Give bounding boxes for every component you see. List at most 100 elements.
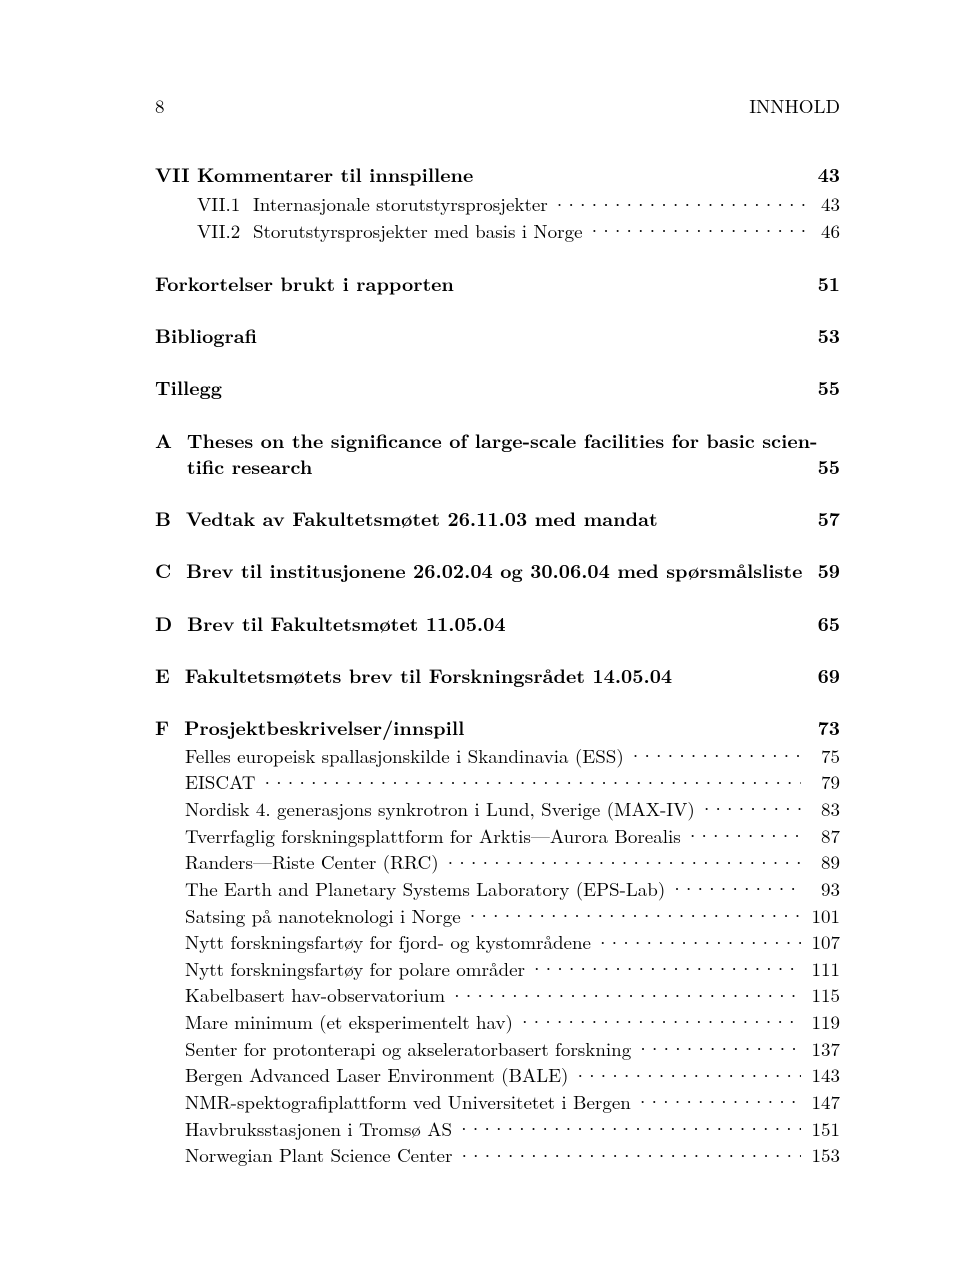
toc-entry-a: A Theses on the significance of large-sc… — [155, 427, 840, 480]
toc-label: VII Kommentarer til innspillene — [155, 161, 473, 187]
toc-subentry: EISCAT 79 — [185, 769, 840, 795]
toc-subentry-title: Senter for protonterapi og akseleratorba… — [185, 1036, 638, 1062]
toc-leader — [522, 1010, 801, 1029]
toc-entry-b: B Vedtak av Fakultetsmøtet 26.11.03 med … — [155, 505, 840, 531]
toc-subentry-title: Norwegian Plant Science Center — [185, 1142, 459, 1168]
toc-entry-forkortelser: Forkortelser brukt i rapporten 51 — [155, 270, 840, 296]
toc-subentry: The Earth and Planetary Systems Laborato… — [185, 876, 840, 902]
toc-title: Tillegg — [155, 374, 818, 400]
toc-page: 59 — [818, 557, 840, 583]
toc-subentry-title: Kabelbasert hav-observatorium — [185, 982, 451, 1008]
toc-leader — [674, 877, 801, 896]
toc-leader — [690, 824, 801, 843]
toc-page: 69 — [818, 662, 840, 688]
toc-subentry-title: Nytt forskningsfartøy for polare områder — [185, 956, 531, 982]
toc-page: 55 — [818, 453, 840, 479]
toc-title-line1: Theses on the significance of large-scal… — [187, 427, 840, 453]
toc-leader — [600, 930, 801, 949]
toc-title: Forkortelser brukt i rapporten — [155, 270, 818, 296]
toc-leader — [633, 744, 801, 763]
toc-page: 137 — [804, 1036, 840, 1062]
toc-leader — [640, 1090, 801, 1109]
toc-subentry-title: Tverrfaglig forskningsplattform for Arkt… — [185, 823, 687, 849]
toc-page: 43 — [812, 191, 840, 217]
toc-subentry: Felles europeisk spallasjonskilde i Skan… — [185, 743, 840, 769]
toc-subentry: Nytt forskningsfartøy for fjord- og kyst… — [185, 929, 840, 955]
toc-subentry-title: Bergen Advanced Laser Environment (BALE) — [185, 1062, 575, 1088]
toc-leader — [640, 1037, 801, 1056]
toc-entry-vii-1: VII.1 Internasjonale storutstyrsprosjekt… — [155, 191, 840, 217]
toc-page: 111 — [804, 956, 840, 982]
toc-subentry: Nytt forskningsfartøy for polare områder… — [185, 956, 840, 982]
toc-leader — [592, 219, 809, 238]
page-number-left: 8 — [155, 92, 165, 119]
toc-page: 153 — [804, 1142, 840, 1168]
toc-leader — [448, 850, 801, 869]
toc-entry-c: C Brev til institusjonene 26.02.04 og 30… — [155, 557, 840, 583]
toc-subentry: NMR-spektografiplattform ved Universitet… — [185, 1089, 840, 1115]
toc-subentry: Norwegian Plant Science Center 153 — [185, 1142, 840, 1168]
toc-subentry: Kabelbasert hav-observatorium 115 — [185, 982, 840, 1008]
toc-subentry-title: EISCAT — [185, 769, 262, 795]
running-head: 8 INNHOLD — [155, 92, 840, 119]
toc-page: 83 — [804, 796, 840, 822]
toc-page: 89 — [804, 849, 840, 875]
toc-page: 79 — [804, 769, 840, 795]
toc-page: 53 — [818, 322, 840, 348]
toc-page: 73 — [818, 714, 840, 740]
toc-label: VII.1 Internasjonale storutstyrsprosjekt… — [197, 191, 554, 217]
toc-page: 151 — [804, 1116, 840, 1142]
toc-subentry-title: Nordisk 4. generasjons synkrotron i Lund… — [185, 796, 701, 822]
page: 8 INNHOLD VII Kommentarer til innspillen… — [0, 0, 960, 1268]
toc-entry-d: D Brev til Fakultetsmøtet 11.05.04 65 — [155, 610, 840, 636]
toc-page: 51 — [818, 270, 840, 296]
toc-subentry: Satsing på nanoteknologi i Norge 101 — [185, 903, 840, 929]
toc-page: 147 — [804, 1089, 840, 1115]
toc-leader — [534, 957, 801, 976]
toc-page: 57 — [818, 505, 840, 531]
toc-entry-vii-2: VII.2 Storutstyrsprosjekter med basis i … — [155, 218, 840, 244]
toc-leader — [461, 1117, 801, 1136]
toc-label: A — [155, 427, 187, 453]
toc-subentry: Senter for protonterapi og akseleratorba… — [185, 1036, 840, 1062]
toc-subentry: Tverrfaglig forskningsplattform for Arkt… — [185, 823, 840, 849]
toc-leader — [704, 797, 801, 816]
toc-entry-bibliografi: Bibliografi 53 — [155, 322, 840, 348]
toc-label: D Brev til Fakultetsmøtet 11.05.04 — [155, 610, 506, 636]
toc-leader — [454, 983, 801, 1002]
toc-f-subentries: Felles europeisk spallasjonskilde i Skan… — [155, 743, 840, 1168]
toc-title: Bibliografi — [155, 322, 818, 348]
toc-subentry-title: NMR-spektografiplattform ved Universitet… — [185, 1089, 637, 1115]
toc-subentry: Nordisk 4. generasjons synkrotron i Lund… — [185, 796, 840, 822]
toc-label: B Vedtak av Fakultetsmøtet 26.11.03 med … — [155, 505, 658, 531]
toc-subentry-title: Mare minimum (et eksperimentelt hav) — [185, 1009, 519, 1035]
toc-page: 87 — [804, 823, 840, 849]
toc-leader — [470, 904, 801, 923]
running-title: INNHOLD — [749, 92, 840, 119]
toc-page: 101 — [804, 903, 840, 929]
toc-label: C Brev til institusjonene 26.02.04 og 30… — [155, 557, 802, 583]
toc-leader — [578, 1063, 802, 1082]
toc-title-line2: tific research — [187, 453, 312, 479]
toc-page: 107 — [804, 929, 840, 955]
toc-subentry: Havbruksstasjonen i Tromsø AS 151 — [185, 1116, 840, 1142]
toc-page: 75 — [804, 743, 840, 769]
toc-subentry-title: Felles europeisk spallasjonskilde i Skan… — [185, 743, 630, 769]
toc-subentry-title: Satsing på nanoteknologi i Norge — [185, 903, 467, 929]
toc-subentry: Mare minimum (et eksperimentelt hav) 119 — [185, 1009, 840, 1035]
toc-leader — [462, 1143, 802, 1162]
toc-page: 55 — [818, 374, 840, 400]
toc-label: F Prosjektbeskrivelser/innspill — [155, 714, 464, 740]
toc-entry-vii: VII Kommentarer til innspillene 43 — [155, 161, 840, 187]
toc-entry-tillegg: Tillegg 55 — [155, 374, 840, 400]
toc-entry-f: F Prosjektbeskrivelser/innspill 73 — [155, 714, 840, 740]
toc-page: 46 — [812, 218, 840, 244]
toc-page: 115 — [804, 982, 840, 1008]
toc-page: 65 — [818, 610, 840, 636]
toc-subentry-title: Randers—Riste Center (RRC) — [185, 849, 445, 875]
toc-page: 93 — [804, 876, 840, 902]
toc-label: E Fakultetsmøtets brev til Forskningsråd… — [155, 662, 672, 688]
toc-page: 43 — [818, 161, 840, 187]
toc-subentry: Bergen Advanced Laser Environment (BALE)… — [185, 1062, 840, 1088]
toc-page: 143 — [804, 1062, 840, 1088]
